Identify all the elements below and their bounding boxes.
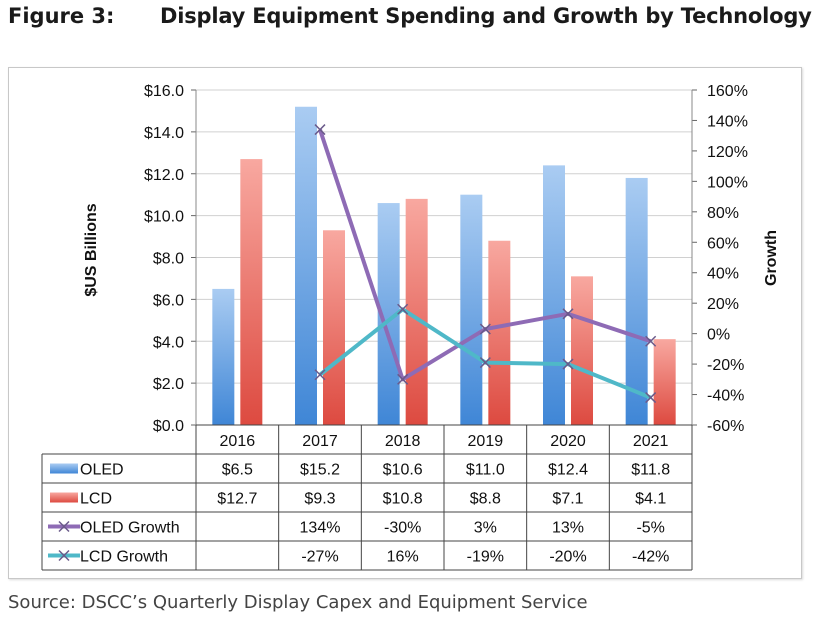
- data-label-oled-growth: -30%: [384, 520, 421, 537]
- point-lcd-growth: [645, 392, 657, 404]
- x-tick-label: 2020: [550, 433, 586, 450]
- figure-number: Figure 3:: [8, 4, 115, 28]
- bar-oled: [377, 203, 400, 425]
- legend-marker-oled-growth: [58, 520, 70, 533]
- point-lcd-growth: [479, 357, 491, 369]
- data-label-lcd: $4.1: [635, 491, 666, 508]
- point-lcd-growth: [562, 358, 574, 370]
- y-tick-label: $14.0: [144, 125, 184, 142]
- point-oled-growth: [397, 373, 409, 385]
- bar-lcd: [323, 230, 345, 425]
- y-tick-label: $10.0: [144, 209, 184, 226]
- bar-lcd: [488, 240, 511, 425]
- bar-oled: [625, 177, 648, 425]
- y2-tick-label: -20%: [707, 357, 744, 374]
- y2-tick-label: 140%: [707, 113, 748, 130]
- legend-swatch-lcd: [50, 492, 78, 503]
- data-label-oled: $6.5: [222, 462, 253, 479]
- y-tick-label: $2.0: [153, 376, 184, 393]
- line-oled-growth: [318, 128, 652, 382]
- data-label-lcd-growth: 16%: [387, 549, 419, 566]
- data-label-lcd: $12.7: [217, 491, 257, 508]
- legend-label-oled-growth: OLED Growth: [80, 520, 180, 537]
- y-tick-label: $12.0: [144, 167, 184, 184]
- data-label-lcd-growth: -20%: [549, 549, 586, 566]
- chart-frame: [8, 67, 802, 579]
- data-label-oled-growth: 3%: [474, 520, 497, 537]
- bar-oled: [460, 194, 483, 425]
- legend-label-oled: OLED: [80, 462, 124, 479]
- data-label-lcd-growth: -42%: [632, 549, 669, 566]
- data-label-lcd: $9.3: [304, 491, 335, 508]
- data-label-oled-growth: -5%: [636, 520, 664, 537]
- point-lcd-growth: [397, 303, 409, 315]
- bar-oled: [212, 288, 235, 425]
- data-label-oled: $10.6: [383, 462, 423, 479]
- line-lcd-growth: [318, 307, 652, 400]
- y2-tick-label: -40%: [707, 388, 744, 405]
- data-label-lcd: $10.8: [383, 491, 423, 508]
- y2-tick-label: 80%: [707, 205, 739, 222]
- data-label-lcd-growth: -27%: [301, 549, 338, 566]
- legend-marker-lcd-growth: [58, 549, 70, 562]
- bar-lcd: [653, 339, 676, 425]
- bar-oled: [295, 106, 317, 425]
- y-axis-title: $US Billions: [83, 203, 100, 296]
- point-lcd-growth: [314, 369, 326, 381]
- y2-tick-label: 160%: [707, 83, 748, 100]
- point-oled-growth: [562, 308, 574, 320]
- point-oled-growth: [645, 335, 657, 347]
- y2-tick-label: 120%: [707, 144, 748, 161]
- data-label-oled-growth: 134%: [300, 520, 341, 537]
- x-tick-label: 2016: [220, 433, 256, 450]
- y-tick-label: $16.0: [144, 83, 184, 100]
- y-tick-label: $0.0: [153, 418, 184, 435]
- x-tick-label: 2017: [302, 433, 338, 450]
- y2-tick-label: 0%: [707, 327, 730, 344]
- legend-label-lcd-growth: LCD Growth: [80, 549, 168, 566]
- data-label-oled-growth: 13%: [552, 520, 584, 537]
- x-tick-label: 2019: [468, 433, 504, 450]
- data-label-oled: $15.2: [300, 462, 340, 479]
- y-tick-label: $6.0: [153, 292, 184, 309]
- y2-tick-label: 60%: [707, 235, 739, 252]
- y-tick-label: $8.0: [153, 251, 184, 268]
- bar-oled: [543, 165, 565, 425]
- x-tick-label: 2018: [385, 433, 421, 450]
- x-tick-label: 2021: [633, 433, 669, 450]
- point-oled-growth: [314, 124, 326, 136]
- bar-lcd: [240, 159, 263, 425]
- y2-tick-label: 40%: [707, 266, 739, 283]
- source-note: Source: DSCC’s Quarterly Display Capex a…: [8, 592, 588, 613]
- legend-label-lcd: LCD: [80, 491, 112, 508]
- data-label-lcd: $7.1: [552, 491, 583, 508]
- bar-lcd: [571, 276, 593, 425]
- legend-swatch-oled: [50, 463, 78, 474]
- y2-tick-label: -60%: [707, 418, 744, 435]
- y2-tick-label: 100%: [707, 174, 748, 191]
- point-oled-growth: [479, 323, 491, 335]
- data-label-lcd-growth: -19%: [467, 549, 504, 566]
- figure-header: Figure 3: Display Equipment Spending and…: [8, 2, 818, 32]
- y-tick-label: $4.0: [153, 334, 184, 351]
- figure-title: Display Equipment Spending and Growth by…: [160, 4, 812, 28]
- data-label-oled: $12.4: [548, 462, 588, 479]
- y2-axis-title: Growth: [763, 230, 780, 286]
- data-label-oled: $11.0: [466, 462, 505, 479]
- data-label-oled: $11.8: [631, 462, 670, 479]
- data-label-lcd: $8.8: [470, 491, 501, 508]
- y2-tick-label: 20%: [707, 296, 739, 313]
